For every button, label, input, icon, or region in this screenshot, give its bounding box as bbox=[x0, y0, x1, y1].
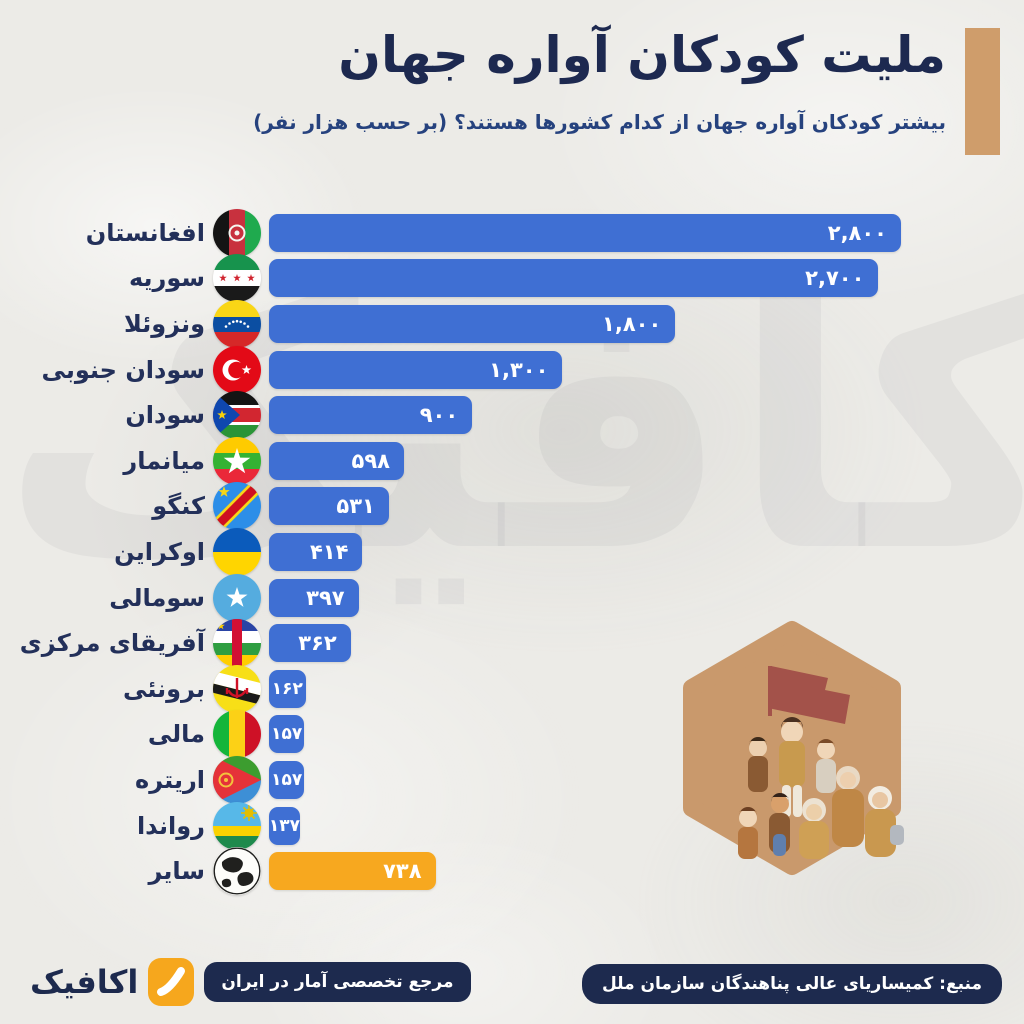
chart-row: اریتره ۱۵۷ bbox=[0, 755, 960, 804]
turkey-flag-icon bbox=[213, 345, 261, 394]
page-subtitle: بیشتر کودکان آواره جهان از کدام کشورها ه… bbox=[253, 110, 946, 134]
source-block: منبع: کمیساریای عالی پناهندگان سازمان مل… bbox=[581, 964, 1002, 1004]
afghanistan-flag-icon bbox=[213, 208, 261, 257]
value-bar: ۳۶۲ bbox=[269, 624, 351, 663]
bar-value-label: ۵۹۸ bbox=[351, 448, 390, 473]
value-bar: ۱۵۷ bbox=[269, 715, 305, 754]
brunei-flag-icon bbox=[213, 664, 261, 713]
refugee-children-illustration bbox=[676, 620, 908, 876]
page-title: ملیت کودکان آواره جهان bbox=[338, 26, 946, 84]
country-label: اریتره bbox=[135, 765, 205, 794]
bar-value-label: ۱۳۷ bbox=[268, 815, 301, 836]
country-label: سوریه bbox=[128, 264, 205, 293]
value-bar: ۴۱۴ bbox=[269, 532, 363, 571]
country-label: رواندا bbox=[136, 811, 205, 840]
bar-value-label: ۱۵۷ bbox=[271, 769, 303, 790]
country-label: ونزوئلا bbox=[123, 309, 205, 338]
flag-illustration bbox=[768, 666, 850, 724]
bar-value-label: ۱,۸۰۰ bbox=[602, 311, 662, 336]
somalia-flag-icon bbox=[213, 573, 261, 622]
chart-row: افغانستان ۲,۸۰۰ bbox=[0, 208, 960, 257]
chart-row: آفریقای مرکزی ۳۶۲ bbox=[0, 619, 960, 668]
globe-icon bbox=[213, 847, 261, 896]
value-bar: ۱۳۷ bbox=[268, 806, 301, 845]
country-label: مالی bbox=[147, 720, 205, 749]
dr-congo-flag-icon bbox=[213, 482, 261, 531]
brand-tagline: مرجع تخصصی آمار در ایران bbox=[204, 962, 471, 1002]
bar-value-label: ۲,۷۰۰ bbox=[805, 266, 865, 291]
chart-row: کنگو ۵۳۱ bbox=[0, 482, 960, 531]
value-bar: ۳۹۷ bbox=[269, 578, 359, 617]
central-african-republic-flag-icon bbox=[213, 619, 261, 668]
value-bar: ۱,۸۰۰ bbox=[269, 304, 676, 343]
chart-row: سایر ۷۳۸ bbox=[0, 847, 960, 896]
value-bar: ۲,۸۰۰ bbox=[269, 213, 901, 252]
syria-flag-icon bbox=[213, 254, 261, 303]
chart-row: ونزوئلا ۱,۸۰۰ bbox=[0, 299, 960, 348]
brand-slash-icon bbox=[148, 958, 195, 1006]
mali-flag-icon bbox=[213, 710, 261, 759]
rwanda-flag-icon bbox=[213, 801, 261, 850]
chart-row: سودان ۹۰۰ bbox=[0, 391, 960, 440]
value-bar: ۲,۷۰۰ bbox=[269, 259, 879, 298]
country-label: آفریقای مرکزی bbox=[19, 629, 205, 658]
bar-value-label: ۳۶۲ bbox=[298, 631, 337, 656]
bar-value-label: ۹۰۰ bbox=[419, 403, 459, 428]
south-sudan-flag-icon bbox=[213, 391, 261, 440]
value-bar: ۵۳۱ bbox=[269, 487, 389, 526]
chart-row: سودان جنوبی ۱,۳۰۰ bbox=[0, 345, 960, 394]
country-label: میانمار bbox=[123, 446, 205, 475]
chart-row: رواندا ۱۳۷ bbox=[0, 801, 960, 850]
country-label: سودان جنوبی bbox=[41, 355, 205, 384]
myanmar-flag-icon bbox=[213, 436, 261, 485]
bar-value-label: ۱,۳۰۰ bbox=[489, 357, 549, 382]
country-label: سایر bbox=[148, 857, 205, 886]
chart-row: سومالی ۳۹۷ bbox=[0, 573, 960, 622]
brand-block: اکافیک مرجع تخصصی آمار در ایران bbox=[30, 956, 471, 1008]
value-bar: ۵۹۸ bbox=[269, 441, 404, 480]
eritrea-flag-icon bbox=[213, 755, 261, 804]
title-accent-bar bbox=[965, 28, 1000, 155]
country-label: سودان bbox=[125, 401, 205, 430]
children-group-illustration bbox=[738, 717, 904, 859]
value-bar: ۱,۳۰۰ bbox=[269, 350, 563, 389]
bar-value-label: ۴۱۴ bbox=[309, 539, 349, 564]
source-label: منبع: کمیساریای عالی پناهندگان سازمان مل… bbox=[581, 964, 1002, 1004]
brand-wordmark: اکافیک bbox=[30, 963, 139, 1001]
bar-value-label: ۱۶۲ bbox=[271, 678, 303, 699]
bar-value-label: ۵۳۱ bbox=[336, 494, 375, 519]
bar-value-label: ۷۳۸ bbox=[383, 859, 422, 884]
country-label: سومالی bbox=[109, 583, 205, 612]
venezuela-flag-icon bbox=[213, 299, 261, 348]
value-bar: ۷۳۸ bbox=[269, 852, 436, 891]
country-label: کنگو bbox=[152, 492, 205, 521]
chart-row: مالی ۱۵۷ bbox=[0, 710, 960, 759]
bar-value-label: ۳۹۷ bbox=[306, 585, 345, 610]
value-bar: ۱۵۷ bbox=[269, 760, 305, 799]
country-label: اوکراین bbox=[114, 537, 205, 566]
bar-value-label: ۱۵۷ bbox=[271, 724, 303, 745]
country-label: برونئی bbox=[123, 674, 205, 703]
value-bar: ۱۶۲ bbox=[269, 669, 306, 708]
chart-row: میانمار ۵۹۸ bbox=[0, 436, 960, 485]
country-label: افغانستان bbox=[85, 218, 205, 247]
bar-value-label: ۲,۸۰۰ bbox=[827, 220, 887, 245]
bar-chart: افغانستان ۲,۸۰۰ سوریه ۲,۷۰۰ ونزوئلا ۱,۸۰… bbox=[0, 208, 960, 896]
value-bar: ۹۰۰ bbox=[269, 396, 473, 435]
ukraine-flag-icon bbox=[213, 527, 261, 576]
chart-row: برونئی ۱۶۲ bbox=[0, 664, 960, 713]
chart-row: سوریه ۲,۷۰۰ bbox=[0, 254, 960, 303]
chart-row: اوکراین ۴۱۴ bbox=[0, 527, 960, 576]
